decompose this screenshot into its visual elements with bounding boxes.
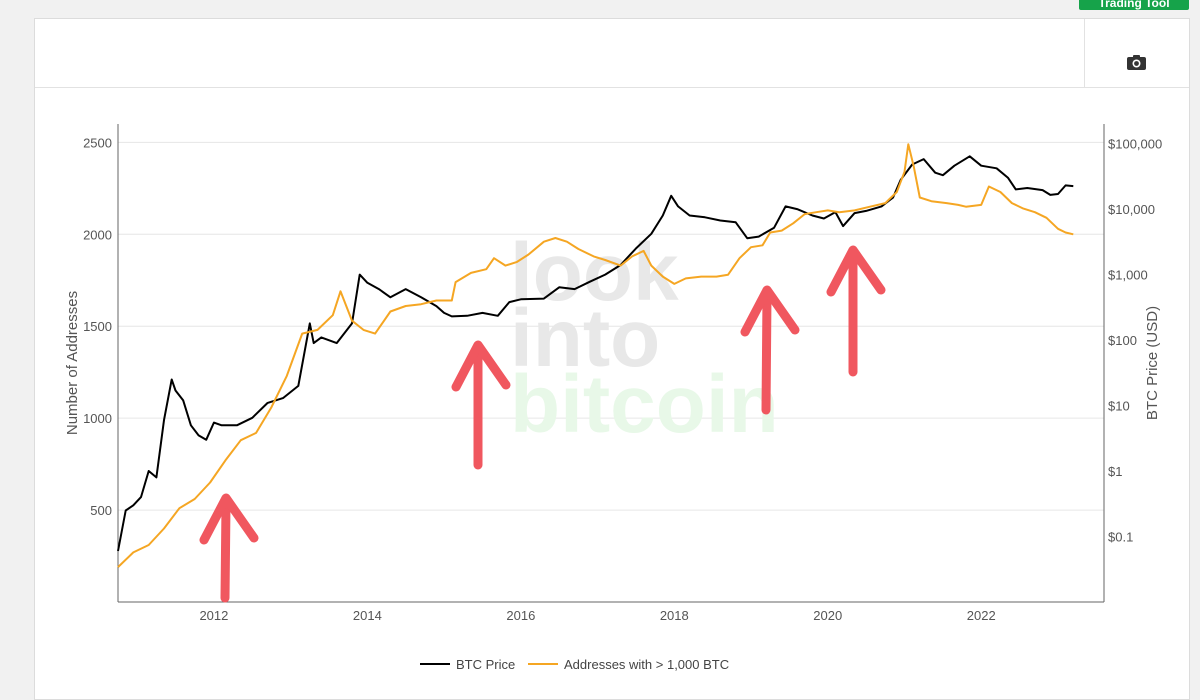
card-header bbox=[35, 19, 1189, 88]
grid-lines bbox=[118, 141, 1104, 511]
annotation-arrow-head bbox=[826, 245, 886, 297]
legend-item: BTC Price bbox=[420, 657, 515, 672]
y-left-tick-label: 1500 bbox=[83, 319, 112, 334]
legend-label: Addresses with > 1,000 BTC bbox=[564, 657, 729, 672]
y-left-tick-label: 1000 bbox=[83, 411, 112, 426]
annotation-arrow-shaft bbox=[761, 291, 772, 415]
x-tick-label: 2016 bbox=[506, 608, 535, 623]
x-tick-label: 2012 bbox=[199, 608, 228, 623]
watermark-word: bitcoin bbox=[510, 359, 779, 450]
annotation-arrow bbox=[451, 340, 511, 470]
annotation-arrow bbox=[826, 245, 886, 377]
legend-item: Addresses with > 1,000 BTC bbox=[528, 657, 729, 672]
watermark-word: look bbox=[510, 227, 679, 318]
annotation-arrow-shaft bbox=[220, 499, 231, 603]
annotation-arrow bbox=[199, 493, 259, 603]
camera-icon[interactable] bbox=[1125, 53, 1149, 73]
x-tick-label: 2014 bbox=[353, 608, 382, 623]
y-right-tick-label: $10 bbox=[1108, 399, 1130, 414]
annotation-arrow bbox=[740, 285, 800, 415]
y-left-tick-label: 2500 bbox=[83, 135, 112, 150]
annotation-arrow-head bbox=[199, 493, 259, 545]
legend: BTC Price Addresses with > 1,000 BTC bbox=[420, 657, 729, 672]
series-lines bbox=[117, 143, 1074, 568]
legend-label: BTC Price bbox=[456, 657, 515, 672]
camera-icon-glyph bbox=[1127, 55, 1146, 70]
watermark-word: into bbox=[510, 293, 660, 384]
y-right-tick-label: $100 bbox=[1108, 333, 1137, 348]
trading-tool-button[interactable]: Trading Tool bbox=[1079, 0, 1189, 10]
y-left-tick-label: 2000 bbox=[83, 227, 112, 242]
btc-price-series-line bbox=[117, 155, 1074, 552]
addresses-series-line bbox=[117, 143, 1074, 568]
annotation-arrow-head bbox=[451, 340, 511, 392]
toolbar-cell bbox=[1084, 19, 1189, 87]
y-right-tick-label: $1,000 bbox=[1108, 268, 1148, 283]
annotation-arrow-head bbox=[740, 285, 800, 337]
y-left-tick-label: 500 bbox=[90, 503, 112, 518]
y-right-axis-title: BTC Price (USD) bbox=[1144, 306, 1161, 420]
annotation-arrows bbox=[199, 245, 886, 603]
y-right-tick-label: $1 bbox=[1108, 464, 1122, 479]
x-tick-label: 2022 bbox=[967, 608, 996, 623]
x-tick-label: 2020 bbox=[813, 608, 842, 623]
y-right-tick-label: $100,000 bbox=[1108, 137, 1162, 152]
y-right-tick-label: $0.1 bbox=[1108, 530, 1133, 545]
x-tick-label: 2018 bbox=[660, 608, 689, 623]
y-left-axis-title: Number of Addresses bbox=[64, 291, 81, 435]
axes: 500 1000 1500 2000 2500 $0.1 $1 $10 $100 $1,000 $1… bbox=[64, 124, 1162, 623]
y-right-tick-label: $10,000 bbox=[1108, 202, 1155, 217]
